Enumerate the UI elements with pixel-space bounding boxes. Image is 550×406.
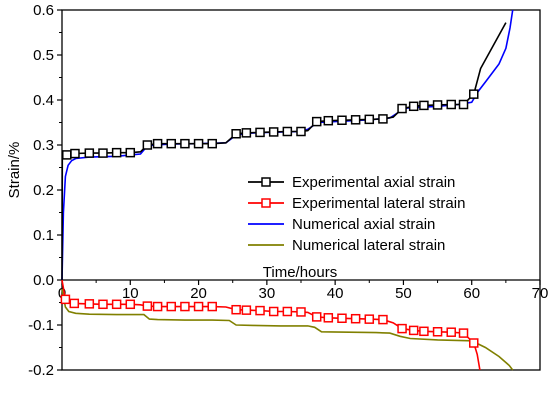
data-point	[432, 327, 443, 337]
axes: 0 10 20 30 40 50 60 70 -0.2 -0.1 0.0 0.1 0.2 0.3 0.4 0.…	[28, 2, 548, 379]
x-tick-label: 70	[532, 285, 549, 302]
data-point	[419, 100, 429, 111]
y-tick-label: 0.0	[33, 272, 54, 289]
y-tick-label: 0.1	[33, 227, 54, 244]
legend-label: Numerical axial strain	[292, 216, 435, 233]
y-tick-label: 0.4	[33, 92, 54, 109]
data-point	[111, 147, 122, 158]
data-point	[180, 138, 190, 149]
data-point	[323, 313, 334, 323]
series-1	[60, 279, 481, 371]
y-tick-label: -0.1	[28, 317, 54, 334]
series-3	[61, 288, 514, 371]
data-point	[207, 138, 217, 149]
data-point	[350, 115, 361, 125]
data-point	[255, 127, 265, 138]
legend-label: Experimental axial strain	[292, 174, 455, 191]
data-point	[458, 328, 469, 338]
data-point	[268, 127, 279, 137]
data-point	[282, 126, 293, 137]
data-point	[397, 323, 407, 334]
data-point	[207, 301, 217, 312]
data-point	[166, 301, 177, 312]
data-point	[111, 299, 122, 310]
series-0	[61, 22, 507, 281]
data-point	[268, 306, 279, 317]
data-point	[98, 299, 108, 310]
y-tick-label: 0.6	[33, 2, 54, 19]
data-point	[408, 101, 419, 112]
data-point	[193, 138, 204, 149]
data-point	[350, 313, 361, 324]
data-point	[311, 312, 322, 322]
series-line	[61, 288, 514, 371]
data-point	[84, 299, 95, 309]
data-point	[69, 298, 80, 309]
data-point	[323, 115, 334, 126]
data-point	[231, 304, 241, 315]
legend: Experimental axial strain Experimental la…	[248, 174, 465, 254]
data-point	[378, 314, 388, 325]
x-tick-label: 30	[259, 285, 276, 302]
data-point	[378, 114, 388, 124]
data-point	[180, 301, 190, 312]
data-point	[296, 307, 306, 317]
data-point	[458, 99, 469, 110]
data-point	[142, 140, 153, 150]
data-point	[70, 148, 80, 159]
legend-label: Numerical lateral strain	[292, 237, 445, 254]
legend-swatch-marker	[261, 177, 271, 187]
data-point	[152, 301, 163, 312]
x-tick-label: 50	[395, 285, 412, 302]
data-point	[125, 147, 136, 158]
data-point	[446, 99, 456, 110]
x-tick-label: 10	[122, 285, 139, 302]
y-tick-label: 0.2	[33, 182, 54, 199]
series-layer	[60, 9, 514, 371]
x-tick-label: 60	[463, 285, 480, 302]
legend-label: Experimental lateral strain	[292, 195, 465, 212]
data-point	[296, 126, 306, 137]
y-tick-label: 0.3	[33, 137, 54, 154]
data-point	[166, 138, 177, 149]
data-point	[241, 305, 252, 315]
data-point	[364, 114, 375, 125]
data-point	[125, 299, 136, 310]
y-tick-label: -0.2	[28, 362, 54, 379]
data-point	[469, 338, 479, 348]
data-point	[241, 128, 252, 138]
legend-swatch-marker	[261, 198, 271, 208]
data-point	[282, 306, 293, 317]
data-point	[397, 103, 407, 114]
y-tick-label: 0.5	[33, 47, 54, 64]
data-point	[231, 129, 241, 139]
data-point	[364, 314, 375, 324]
data-point	[408, 325, 419, 336]
data-point	[84, 148, 95, 158]
data-point	[432, 100, 443, 110]
x-tick-label: 40	[327, 285, 344, 302]
x-axis-title: Time/hours	[263, 264, 337, 281]
data-point	[193, 301, 204, 312]
data-point	[469, 89, 479, 99]
data-point	[337, 313, 347, 323]
x-tick-label: 0	[58, 285, 66, 302]
data-point	[98, 148, 108, 158]
data-point	[311, 116, 322, 127]
data-point	[60, 294, 71, 305]
x-tick-label: 20	[190, 285, 207, 302]
data-point	[62, 150, 72, 160]
data-point	[419, 326, 429, 337]
data-point	[255, 305, 265, 316]
y-axis-title: Strain/%	[6, 142, 23, 199]
data-point	[446, 327, 456, 337]
data-point	[337, 115, 347, 125]
data-point	[152, 138, 163, 149]
data-point	[142, 301, 153, 311]
